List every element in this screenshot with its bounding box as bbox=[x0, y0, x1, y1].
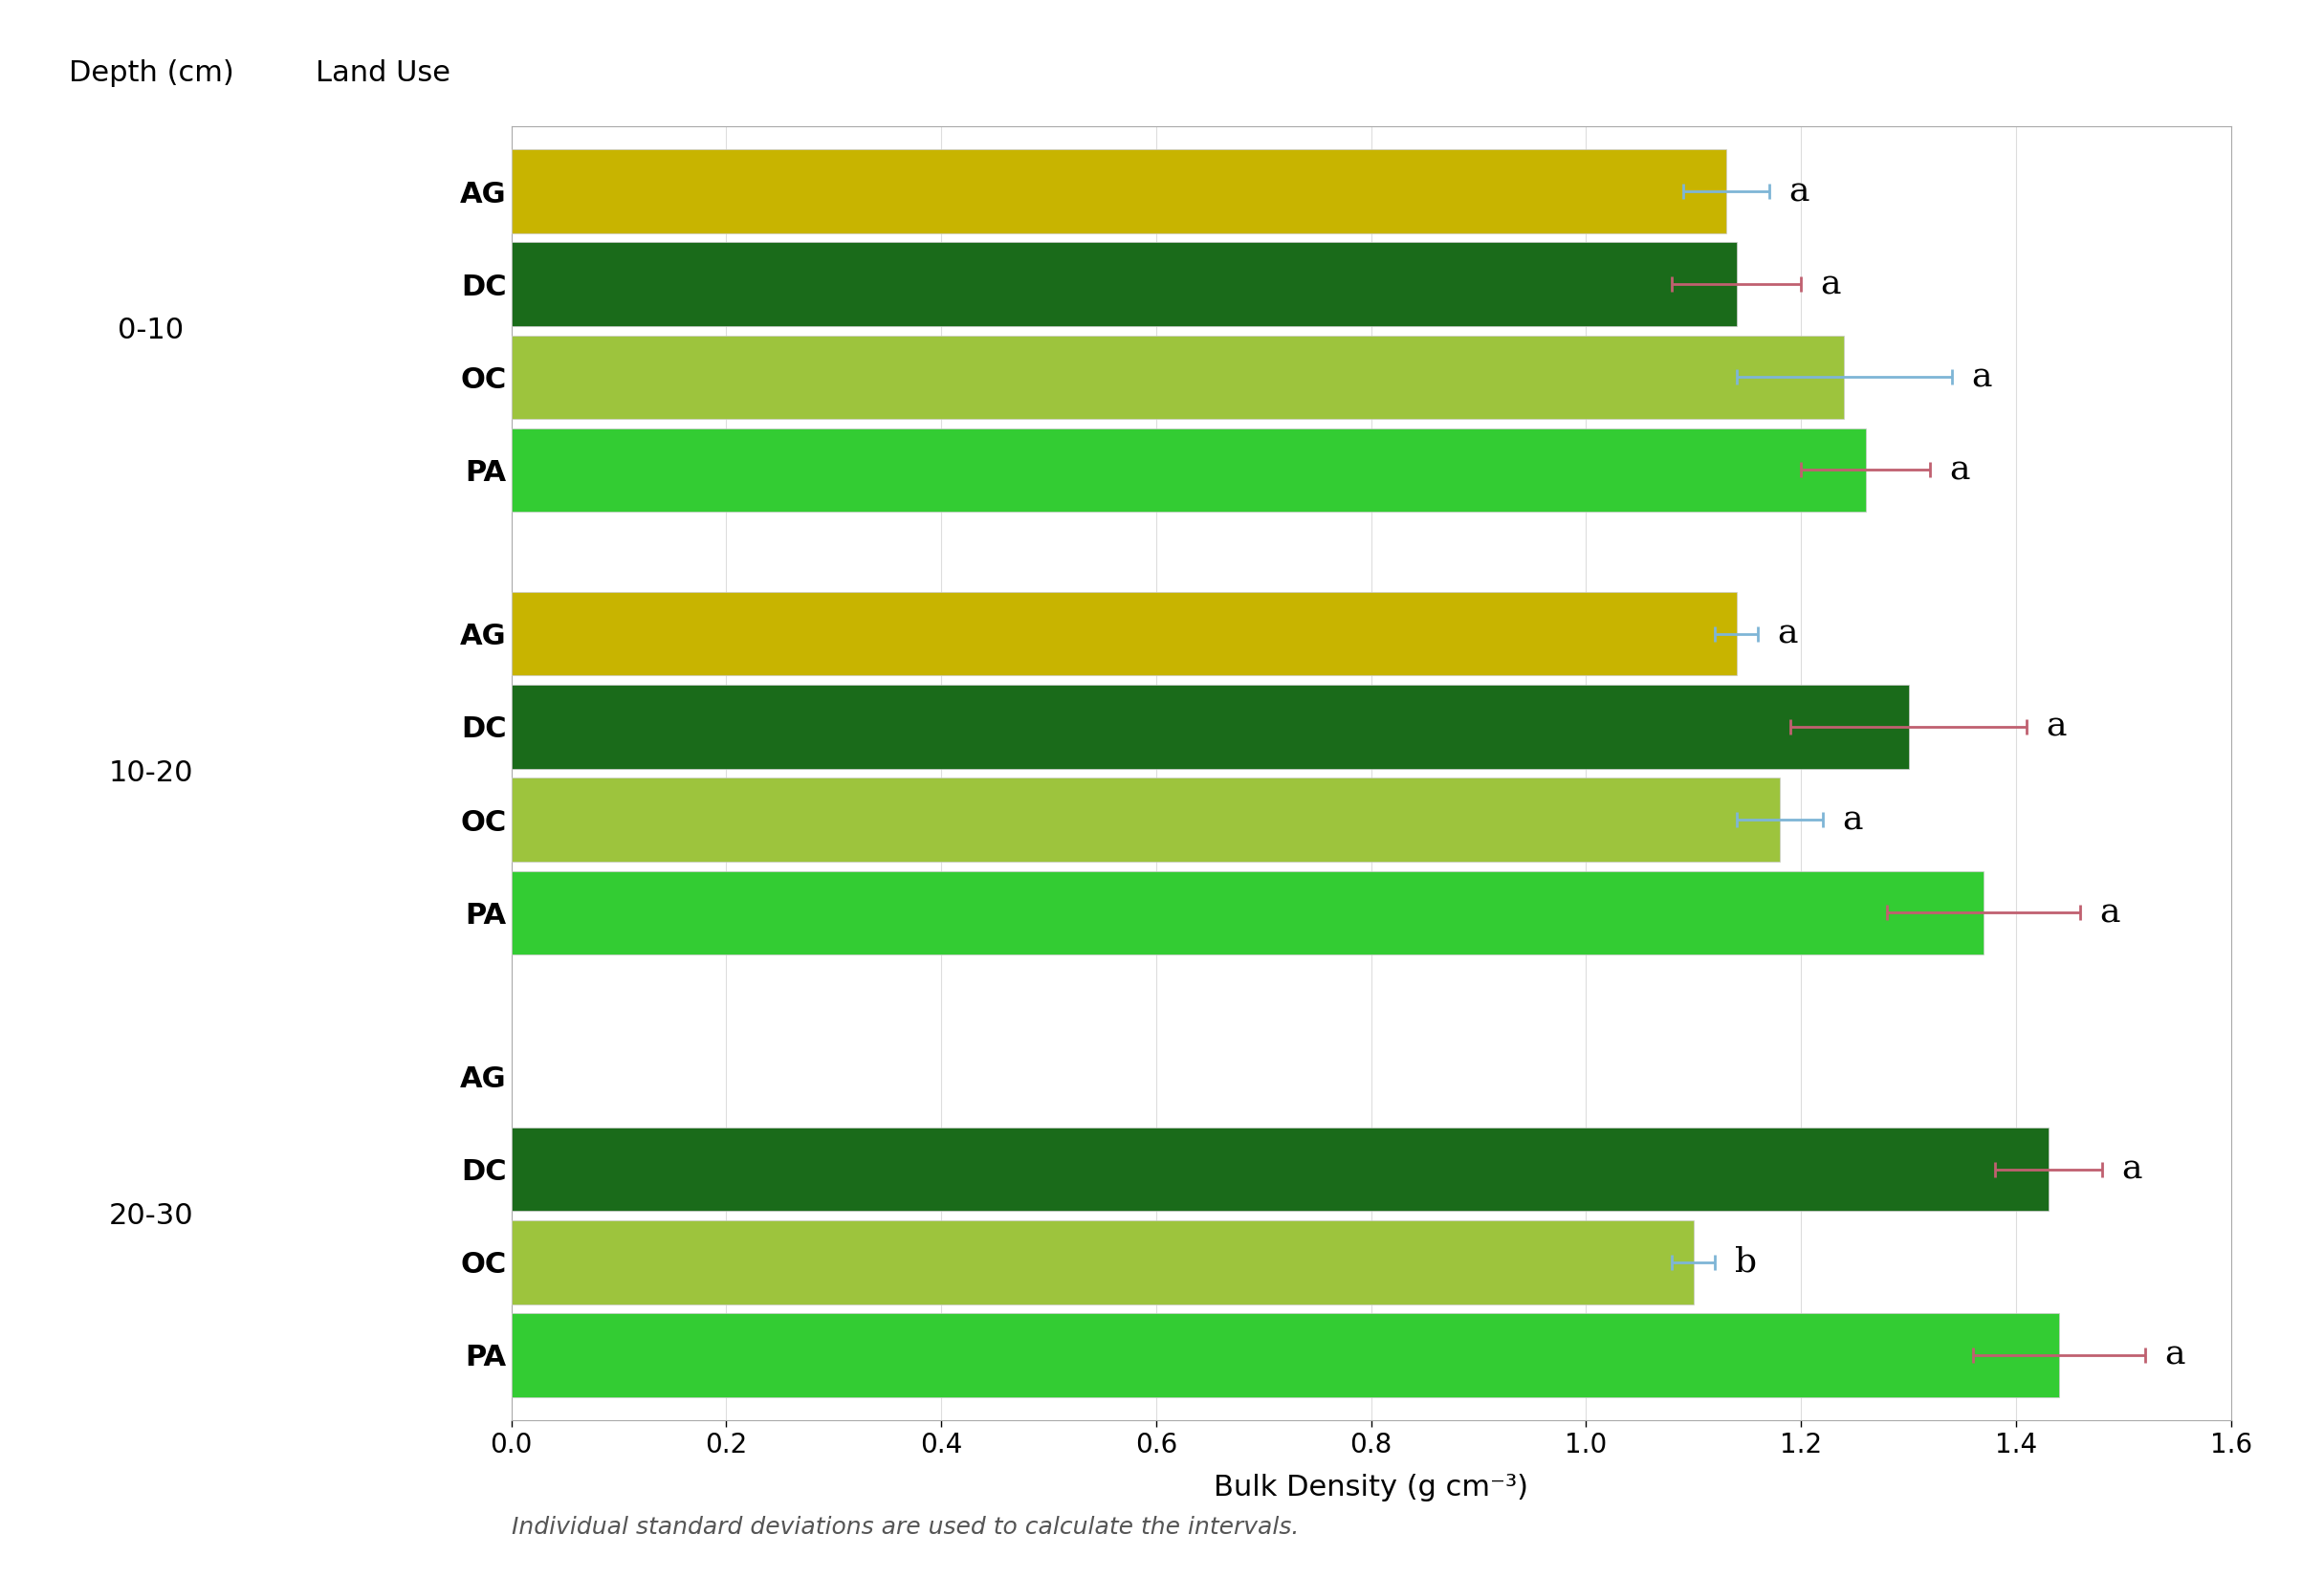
Text: a: a bbox=[1950, 454, 1971, 486]
Bar bbox=[511, 871, 1985, 955]
Text: a: a bbox=[1843, 803, 1862, 836]
Text: b: b bbox=[1734, 1247, 1757, 1278]
Text: Depth (cm): Depth (cm) bbox=[67, 58, 235, 87]
Bar bbox=[511, 428, 1866, 511]
Text: a: a bbox=[2122, 1154, 2143, 1185]
Bar bbox=[511, 150, 1727, 234]
Text: 20-30: 20-30 bbox=[109, 1202, 193, 1229]
Text: a: a bbox=[2045, 710, 2066, 743]
Bar bbox=[511, 592, 1736, 675]
Text: a: a bbox=[1971, 361, 1992, 393]
Bar bbox=[511, 685, 1908, 768]
Text: Land Use: Land Use bbox=[316, 58, 451, 87]
Text: 0-10: 0-10 bbox=[119, 317, 184, 344]
Text: a: a bbox=[2164, 1338, 2185, 1371]
Text: 10-20: 10-20 bbox=[109, 759, 193, 787]
Text: a: a bbox=[2101, 896, 2119, 929]
Bar bbox=[511, 243, 1736, 327]
X-axis label: Bulk Density (g cm⁻³): Bulk Density (g cm⁻³) bbox=[1213, 1474, 1529, 1502]
Text: a: a bbox=[1778, 617, 1799, 650]
Bar bbox=[511, 778, 1780, 862]
Text: a: a bbox=[1787, 175, 1808, 208]
Bar bbox=[511, 1220, 1694, 1303]
Bar bbox=[511, 1128, 2047, 1212]
Text: a: a bbox=[1820, 268, 1841, 300]
Bar bbox=[511, 1313, 2059, 1397]
Text: Individual standard deviations are used to calculate the intervals.: Individual standard deviations are used … bbox=[511, 1515, 1299, 1539]
Bar bbox=[511, 335, 1845, 418]
